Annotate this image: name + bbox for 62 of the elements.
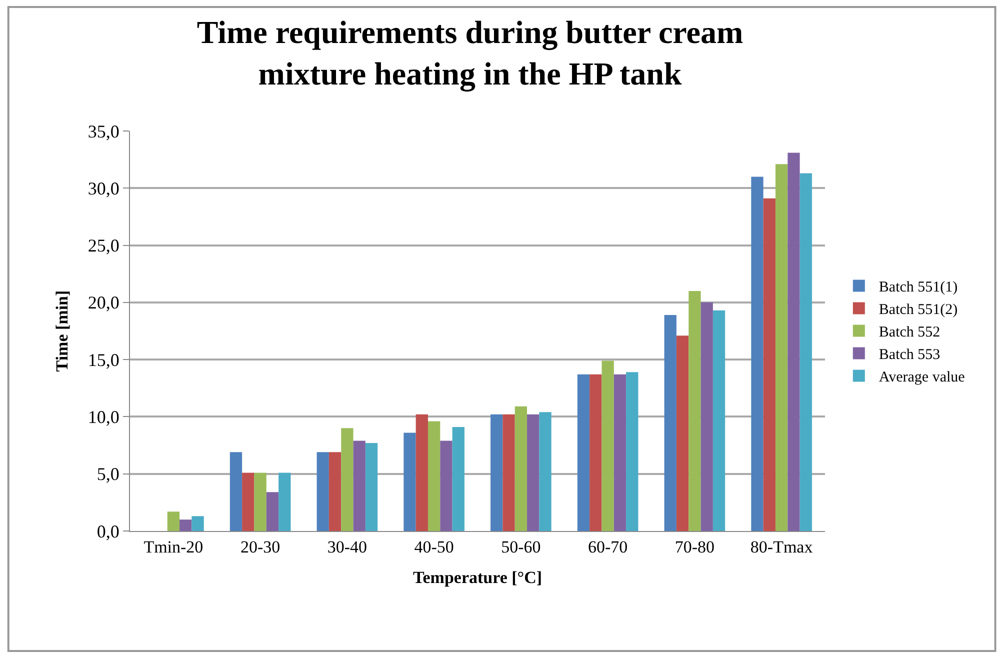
- bar: [688, 291, 701, 531]
- bar: [700, 302, 713, 531]
- bar: [404, 432, 416, 531]
- y-tick-label: 25,0: [88, 236, 120, 256]
- x-tick-label: Tmin-20: [144, 537, 204, 556]
- bar: [763, 198, 776, 531]
- bar: [502, 414, 515, 531]
- bar: [626, 372, 638, 531]
- bar: [316, 452, 329, 531]
- legend-label: Average value: [878, 370, 966, 386]
- x-tick-label: 40-50: [414, 537, 454, 556]
- bar: [614, 374, 626, 531]
- bar: [775, 164, 788, 531]
- bar: [242, 472, 254, 531]
- bar: [428, 421, 440, 531]
- bar: [167, 512, 180, 531]
- x-axis-title: Temperature [°C]: [412, 568, 542, 587]
- x-tick-label: 60-70: [588, 537, 628, 556]
- bar: [602, 360, 614, 531]
- bar: [490, 414, 503, 531]
- y-tick-label: 35,0: [88, 121, 120, 142]
- x-tick-label: 20-30: [240, 537, 280, 556]
- bar: [180, 520, 192, 531]
- bar: [353, 440, 366, 531]
- legend-label: Batch 551(2): [878, 302, 958, 318]
- y-axis-title: Time [min]: [52, 290, 72, 372]
- bar: [230, 452, 242, 531]
- legend-label: Batch 551(1): [878, 280, 958, 296]
- bar: [328, 452, 342, 531]
- x-tick-label: 30-40: [327, 537, 368, 556]
- y-tick-label: 30,0: [88, 178, 120, 198]
- y-tick-label: 10,0: [88, 407, 120, 428]
- bar: [577, 374, 590, 531]
- legend-label: Batch 553: [878, 347, 940, 364]
- bar: [365, 443, 378, 531]
- bar: [751, 176, 764, 531]
- chart-title: Time requirements during butter cream mixture heating in the HP tank: [196, 14, 744, 93]
- bar: [800, 173, 812, 531]
- bar: [712, 310, 726, 531]
- x-tick-label: 70-80: [674, 537, 715, 556]
- bar: [266, 492, 279, 531]
- x-tick-label: 50-60: [501, 537, 541, 556]
- y-tick-label: 20,0: [88, 292, 120, 313]
- bar: [254, 472, 266, 531]
- y-tick-label: 15,0: [88, 350, 120, 370]
- bar: [514, 406, 528, 531]
- x-tick-label: 80-Tmax: [750, 537, 814, 556]
- bar: [278, 472, 291, 531]
- bar: [192, 516, 204, 531]
- bar: [416, 414, 428, 531]
- bar: [590, 374, 602, 531]
- y-tick-label: 5,0: [96, 464, 120, 484]
- bar: [539, 412, 552, 531]
- bar: [452, 427, 464, 531]
- bar: [527, 414, 540, 531]
- bar: [341, 428, 354, 531]
- bar: [440, 440, 452, 531]
- bar: [788, 152, 800, 531]
- bar: [676, 336, 689, 531]
- legend-label: Batch 552: [878, 324, 940, 341]
- y-tick-label: 0,0: [96, 521, 120, 542]
- bar: [664, 315, 676, 531]
